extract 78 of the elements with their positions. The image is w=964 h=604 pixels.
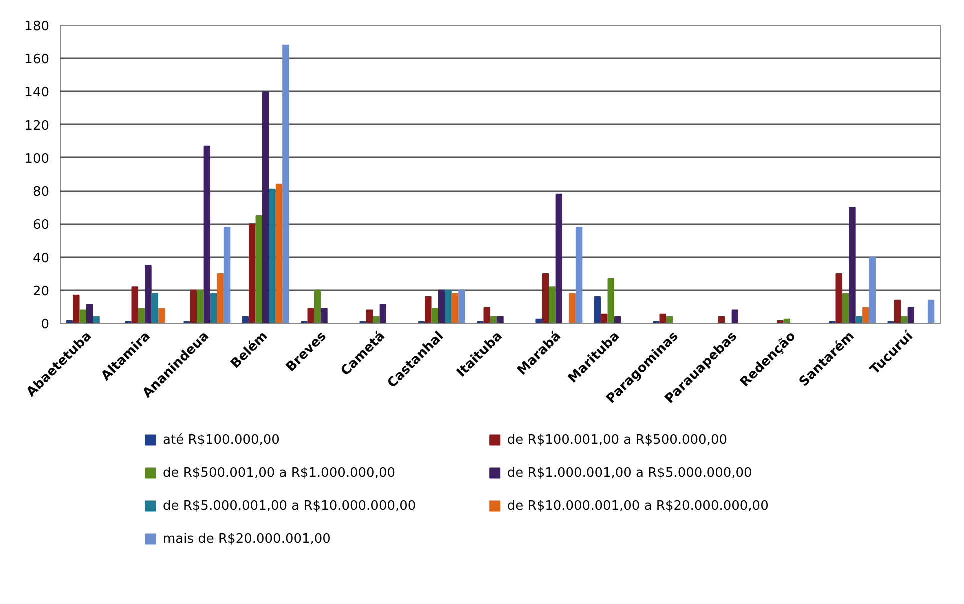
legend-label: mais de R$20.000.001,00 <box>163 532 331 547</box>
bar <box>497 316 504 324</box>
bar <box>249 224 256 324</box>
bar <box>282 44 290 324</box>
bar <box>490 316 498 324</box>
bar <box>856 316 863 324</box>
legend-label: de R$100.001,00 a R$500.000,00 <box>507 432 728 448</box>
bar <box>542 273 550 324</box>
bar <box>594 296 602 324</box>
bar <box>732 310 739 324</box>
bar <box>380 304 387 324</box>
bar <box>849 207 856 324</box>
bar <box>256 215 262 324</box>
bar <box>73 294 80 324</box>
bar <box>217 273 224 324</box>
legend-label: de R$10.000.001,00 a R$20.000.000,00 <box>507 498 769 514</box>
y-tick-label: 40 <box>32 251 50 266</box>
bar <box>869 256 876 324</box>
bar <box>862 307 870 324</box>
bar <box>138 308 146 324</box>
bar <box>445 290 452 324</box>
bar <box>901 316 908 324</box>
bar <box>86 304 94 324</box>
bar <box>373 316 380 324</box>
y-tick-label: 80 <box>32 185 50 200</box>
bar <box>425 296 432 324</box>
bar <box>666 316 674 324</box>
legend-label: de R$5.000.001,00 a R$10.000.000,00 <box>163 498 416 514</box>
bar <box>269 188 276 324</box>
bar <box>366 310 374 324</box>
bar <box>458 290 466 324</box>
bar <box>549 286 556 324</box>
bar <box>145 265 152 324</box>
bar <box>484 307 490 324</box>
bar <box>210 293 218 324</box>
bar <box>158 308 166 324</box>
y-tick-label: 20 <box>32 284 50 300</box>
bar <box>660 314 666 324</box>
bar <box>308 308 314 324</box>
bar <box>536 318 542 324</box>
bar <box>908 307 915 324</box>
legend-label: até R$100.000,00 <box>163 432 280 448</box>
y-tick-label: 160 <box>24 52 50 68</box>
legend-label: de R$1.000.001,00 a R$5.000.000,00 <box>507 466 752 481</box>
bar <box>204 146 211 324</box>
bar <box>190 290 198 324</box>
bar <box>614 316 622 324</box>
y-tick-label: 100 <box>24 152 50 167</box>
bar <box>718 316 726 324</box>
bar <box>608 278 614 324</box>
bar <box>276 184 283 324</box>
y-tick-label: 60 <box>32 218 50 234</box>
bar <box>836 273 842 324</box>
bar <box>569 293 576 324</box>
bar <box>197 290 204 324</box>
bar <box>242 316 250 324</box>
bar <box>262 91 270 324</box>
bar <box>894 300 902 324</box>
bar <box>556 194 563 324</box>
bar <box>432 308 438 324</box>
bar <box>452 293 459 324</box>
bar <box>321 308 328 324</box>
legend-label: de R$500.001,00 a R$1.000.000,00 <box>163 466 396 481</box>
bar <box>438 290 446 324</box>
bar <box>152 293 159 324</box>
bar <box>93 316 100 324</box>
y-tick-label: 0 <box>41 318 50 332</box>
bar <box>576 226 583 324</box>
bar <box>80 310 86 324</box>
bar <box>132 286 138 324</box>
bar <box>601 314 608 324</box>
bar <box>314 290 322 324</box>
y-tick-label: 140 <box>24 86 50 101</box>
bar <box>224 226 231 324</box>
y-tick-label: 180 <box>24 20 50 34</box>
y-tick-label: 120 <box>24 118 50 134</box>
bar <box>928 300 935 324</box>
bar <box>842 293 850 324</box>
